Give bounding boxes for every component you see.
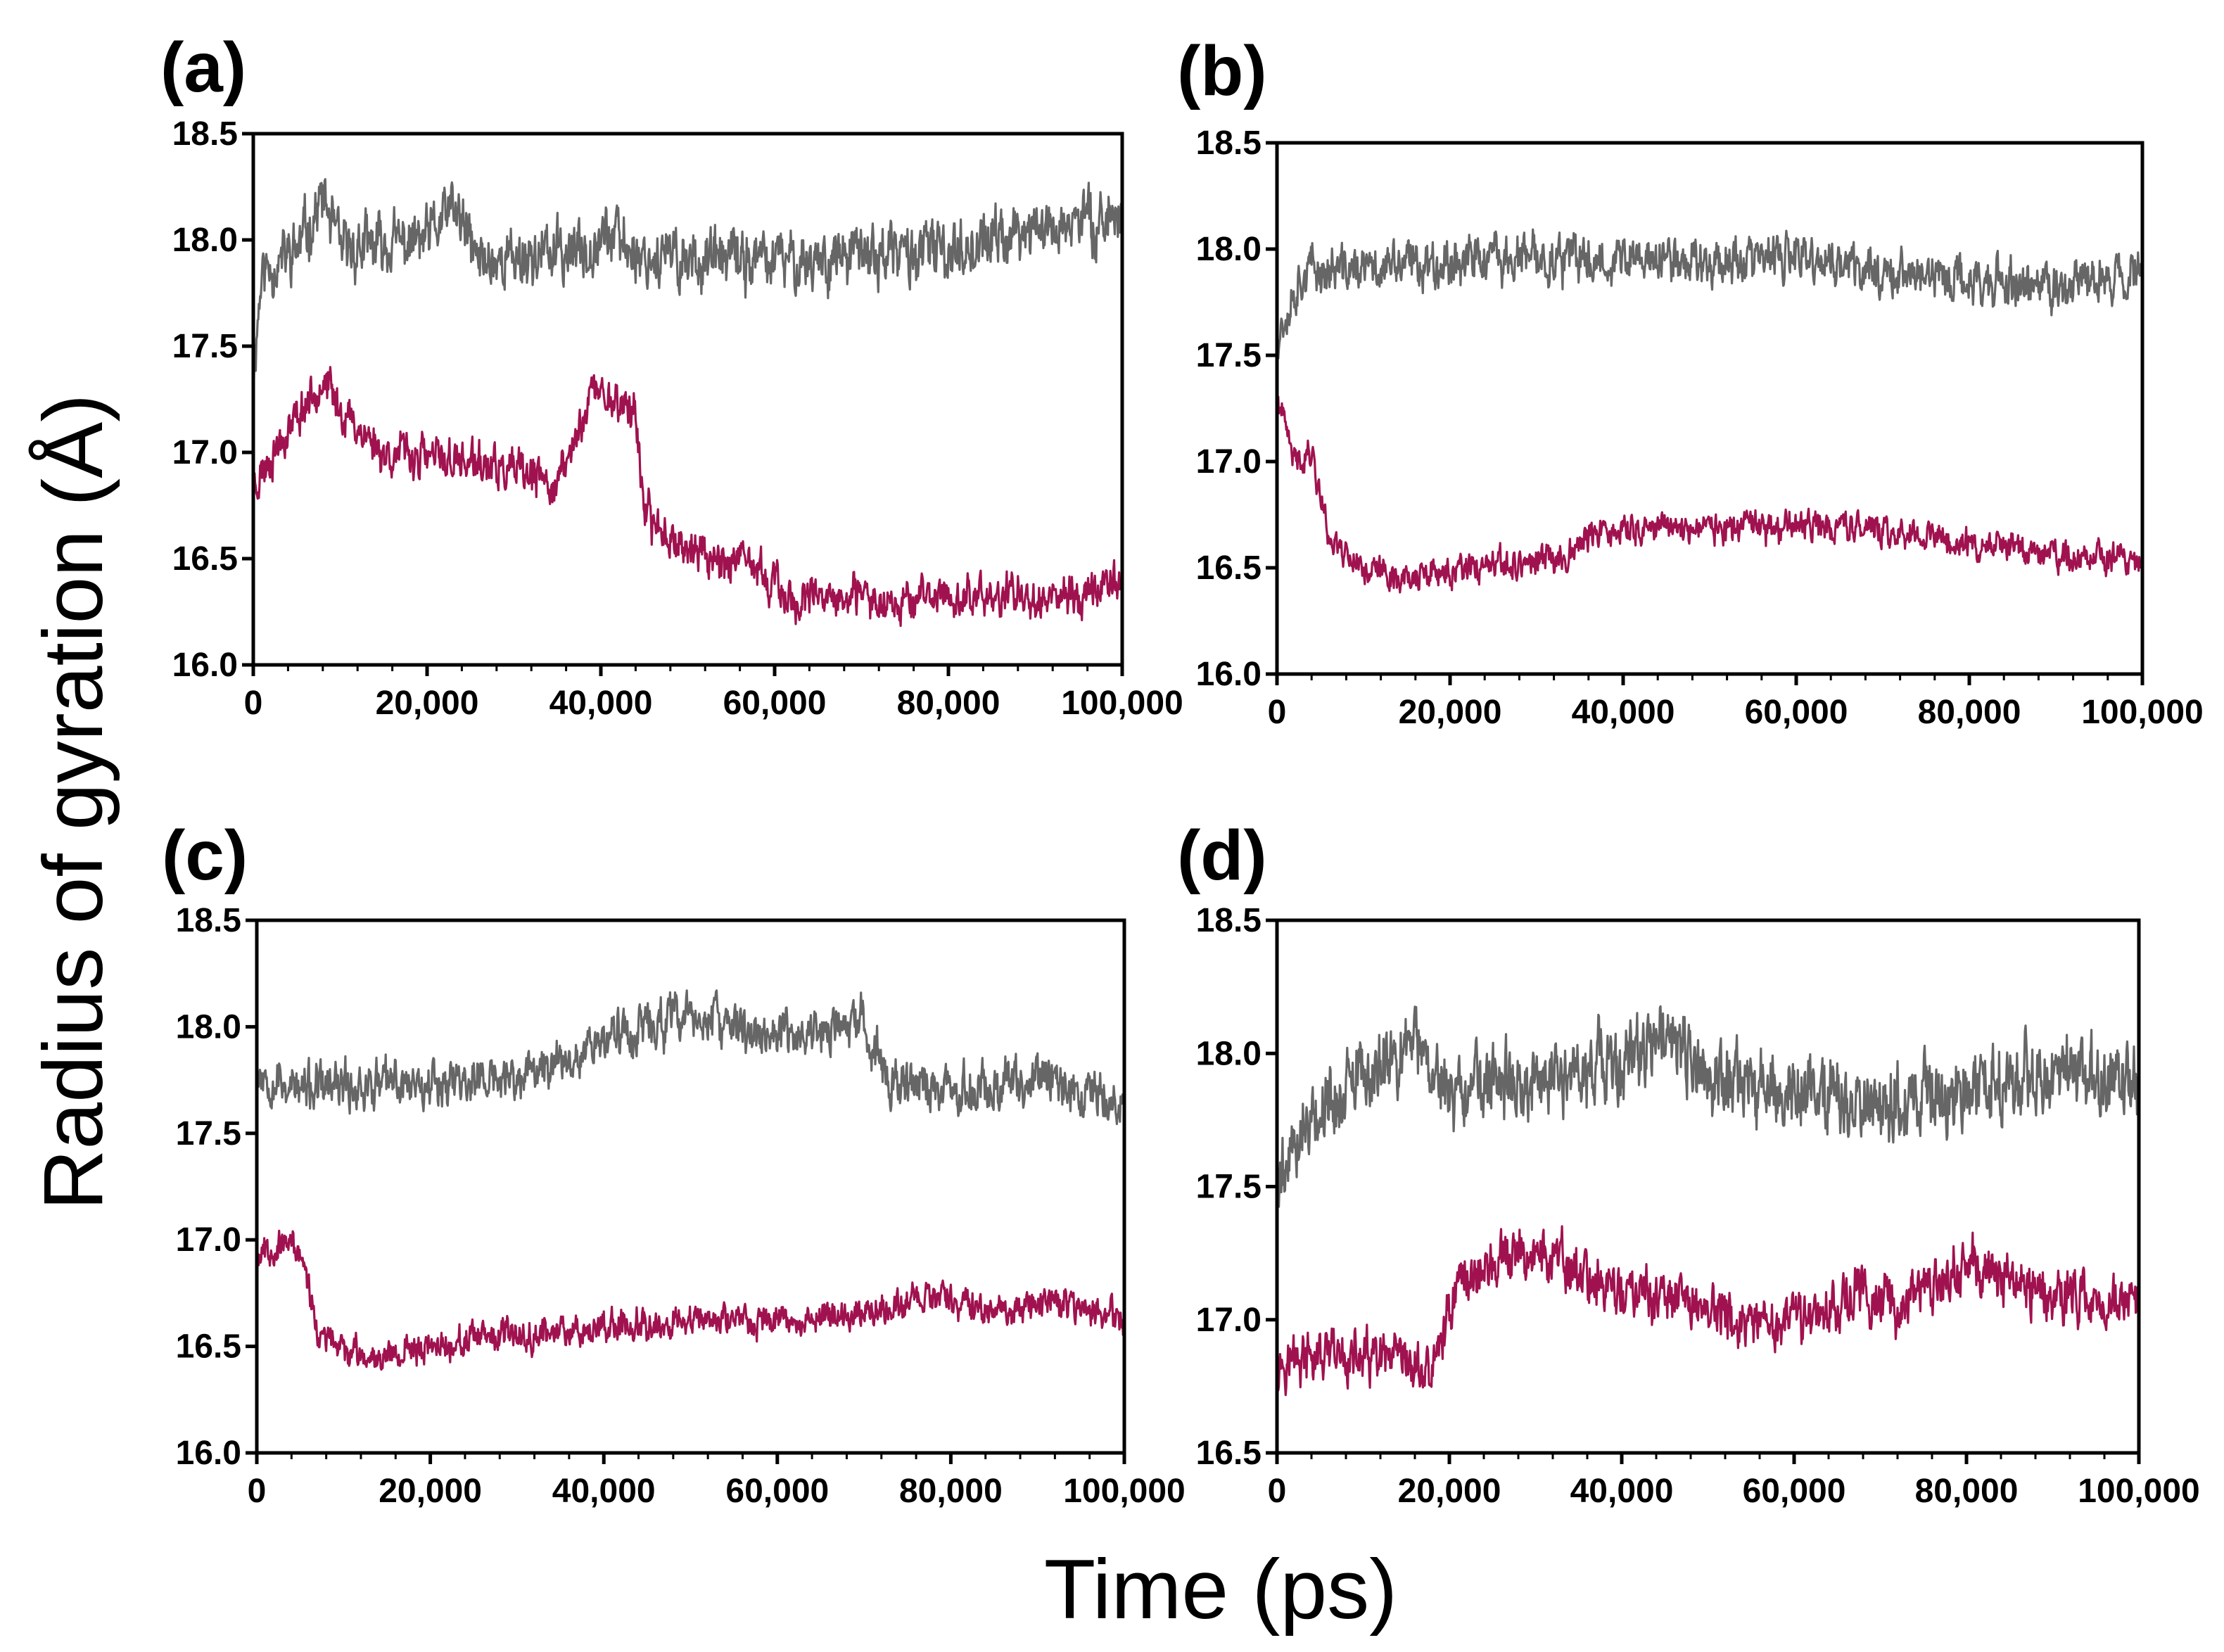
x-tick-label: 0	[244, 685, 263, 722]
y-tick-label: 16.0	[1196, 656, 1262, 693]
series-line-lower	[253, 366, 1122, 628]
series-group	[253, 178, 1122, 628]
panel-c: (c) 16.0 16.5 17.0 17.5 18.0 18.5 0 20,000 40,000…	[162, 816, 1186, 1510]
series-line-upper	[257, 989, 1124, 1126]
y-tick-label: 17.0	[172, 434, 238, 471]
x-tick-label: 20,000	[1399, 694, 1502, 731]
y-axis-title: Radius of gyration (Å)	[26, 394, 120, 1211]
y-tick-label: 18.0	[1196, 231, 1262, 268]
y-tick-label: 16.5	[1196, 1435, 1262, 1472]
y-tick-label: 16.5	[1196, 549, 1262, 587]
panel-d: (d) 16.5 17.0 17.5 18.0 18.5 0 20,000 40,000 60,0…	[1177, 816, 2200, 1510]
x-tick-label: 60,000	[723, 685, 827, 722]
y-tick-label: 18.5	[1196, 902, 1262, 939]
series-group	[257, 989, 1124, 1371]
x-tick-label: 60,000	[1743, 1473, 1846, 1510]
x-tick-label: 20,000	[376, 685, 479, 722]
y-tick-label: 17.5	[172, 328, 238, 365]
panels: (a) 16.0 16.5 17.0 17.5 18.0 18.5 0 20,000 40,000…	[160, 28, 2204, 1510]
x-axis-title: Time (ps)	[1044, 1542, 1397, 1637]
panel-label: (c)	[162, 816, 248, 895]
y-tick-label: 17.0	[1196, 1302, 1262, 1339]
series-group	[1277, 1005, 2139, 1397]
y-tick-label: 17.5	[1196, 337, 1262, 374]
x-tick-label: 100,000	[2081, 694, 2204, 731]
y-tick-label: 18.5	[1196, 125, 1262, 162]
y-tick-label: 16.0	[172, 647, 238, 684]
panel-label: (b)	[1177, 32, 1267, 110]
series-line-lower	[257, 1229, 1124, 1371]
y-tick-label: 17.5	[176, 1115, 241, 1152]
series-line-upper	[253, 178, 1122, 383]
x-tick-label: 40,000	[1572, 694, 1675, 731]
panel-a: (a) 16.0 16.5 17.0 17.5 18.0 18.5 0 20,000 40,000…	[160, 28, 1183, 722]
y-tick-label: 18.0	[176, 1008, 241, 1046]
x-tick-label: 60,000	[725, 1473, 829, 1510]
series-line-lower	[1277, 1225, 2139, 1397]
y-tick-label: 17.0	[1196, 443, 1262, 481]
x-tick-label: 40,000	[549, 685, 653, 722]
x-tick-label: 0	[248, 1473, 267, 1510]
panel-label: (d)	[1177, 816, 1267, 895]
x-tick-label: 80,000	[899, 1473, 1003, 1510]
x-tick-label: 80,000	[1915, 1473, 2019, 1510]
x-tick-label: 0	[1268, 694, 1287, 731]
x-tick-label: 60,000	[1745, 694, 1848, 731]
x-tick-label: 0	[1268, 1473, 1287, 1510]
series-group	[1277, 228, 2142, 594]
x-tick-label: 100,000	[2078, 1473, 2200, 1510]
y-tick-label: 18.0	[1196, 1035, 1262, 1072]
series-line-upper	[1277, 228, 2142, 360]
y-tick-label: 18.0	[172, 222, 238, 259]
y-tick-label: 16.0	[176, 1435, 241, 1472]
y-tick-label: 17.5	[1196, 1169, 1262, 1206]
x-tick-label: 100,000	[1061, 685, 1183, 722]
x-tick-label: 20,000	[1398, 1473, 1501, 1510]
x-tick-label: 20,000	[379, 1473, 482, 1510]
y-tick-label: 16.5	[172, 540, 238, 578]
y-tick-label: 16.5	[176, 1328, 241, 1366]
plot-frame	[255, 918, 1126, 1455]
x-tick-label: 40,000	[552, 1473, 656, 1510]
panel-b: (b) 16.0 16.5 17.0 17.5 18.0 18.5 0 20,000 40,000…	[1177, 32, 2204, 731]
plot-frame	[251, 132, 1124, 667]
y-tick-label: 17.0	[176, 1221, 241, 1259]
x-tick-label: 80,000	[897, 685, 1000, 722]
series-line-upper	[1277, 1005, 2139, 1208]
x-tick-label: 40,000	[1570, 1473, 1674, 1510]
x-tick-label: 80,000	[1918, 694, 2021, 731]
plot-frame	[1275, 141, 2144, 676]
y-tick-label: 18.5	[172, 115, 238, 153]
panel-label: (a)	[160, 28, 246, 107]
y-tick-label: 18.5	[176, 902, 241, 939]
series-line-lower	[1277, 395, 2142, 594]
x-tick-label: 100,000	[1063, 1473, 1186, 1510]
